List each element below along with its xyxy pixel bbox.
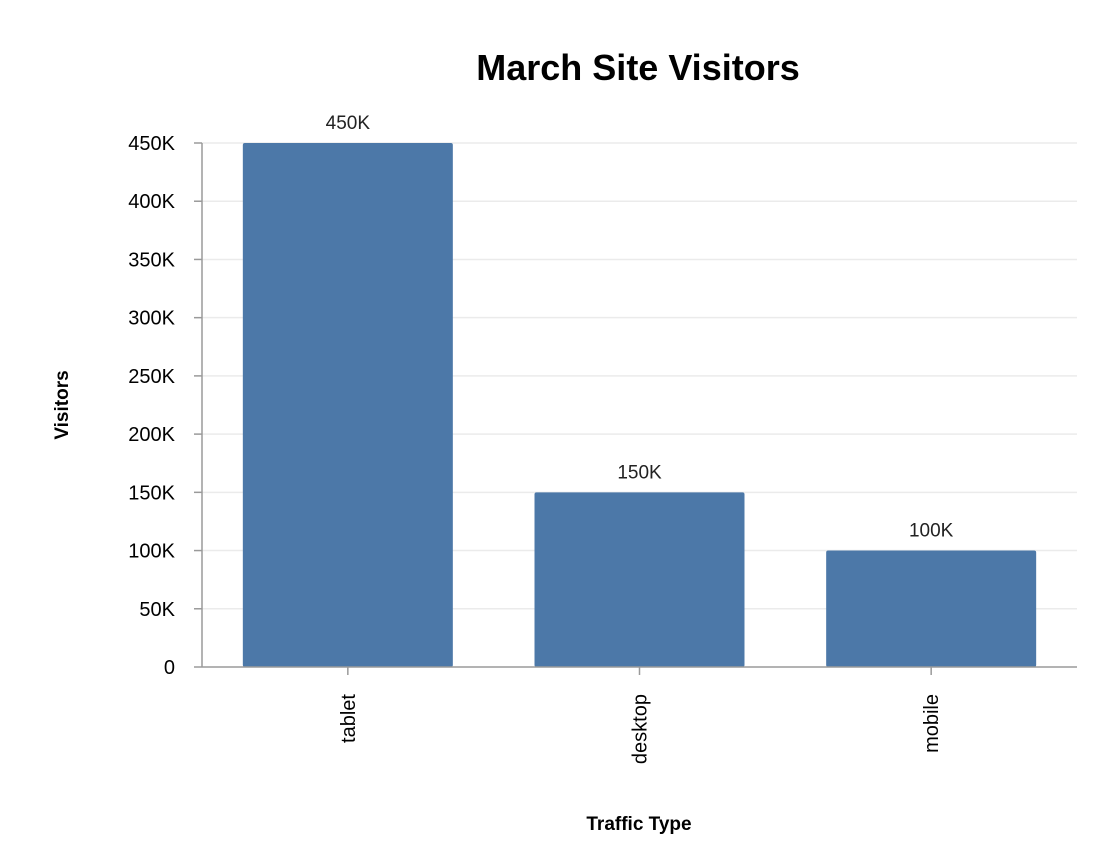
y-tick-label: 0 [164, 657, 175, 679]
bars [242, 143, 1037, 667]
y-tick-label: 350K [128, 249, 175, 271]
y-tick-label: 400K [128, 191, 175, 213]
x-tick-label-tablet: tablet [338, 694, 360, 743]
data-label-mobile: 100K [909, 521, 954, 542]
y-tick-label: 100K [128, 541, 175, 563]
y-tick-label: 50K [139, 599, 175, 621]
x-axis-ticks: tablet desktop mobile [338, 667, 943, 764]
chart-title: March Site Visitors [476, 47, 799, 88]
y-tick-label: 450K [128, 133, 175, 155]
bar-tablet [242, 143, 453, 667]
y-tick-label: 200K [128, 424, 175, 446]
y-tick-label: 300K [128, 308, 175, 330]
y-tick-label: 150K [128, 482, 175, 504]
y-axis-ticks: 0 50K 100K 150K 200K 250K 300K 350K 400K 450K [128, 133, 202, 679]
data-label-desktop: 150K [617, 462, 662, 483]
data-label-tablet: 450K [326, 113, 371, 134]
x-tick-label-mobile: mobile [921, 694, 943, 753]
bar-desktop [534, 492, 745, 667]
x-axis-title: Traffic Type [586, 814, 691, 835]
y-tick-label: 250K [128, 366, 175, 388]
y-axis-title: Visitors [52, 370, 73, 439]
data-labels: 450K 150K 100K [326, 113, 954, 542]
x-tick-label-desktop: desktop [630, 694, 652, 764]
bar-mobile [826, 550, 1037, 667]
